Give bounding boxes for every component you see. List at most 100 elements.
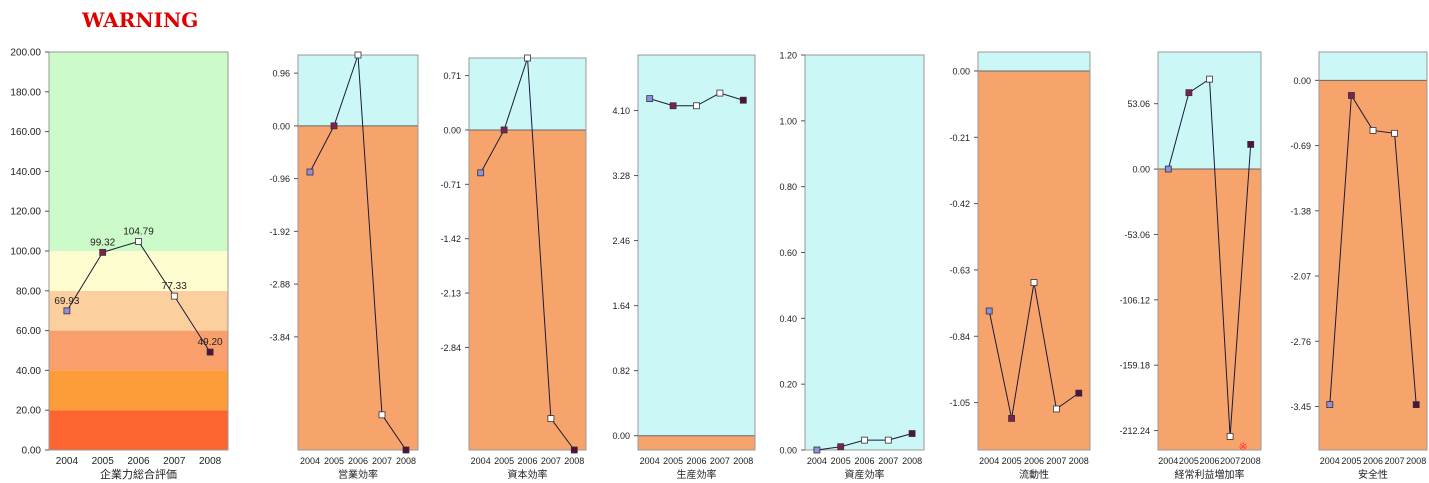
x-tick-label: 2006 [1363, 456, 1383, 466]
x-tick-label: 2004 [56, 456, 79, 467]
data-point [1226, 433, 1234, 440]
score-band [49, 410, 228, 450]
x-axis-label: 企業力総合評価 [100, 467, 177, 481]
warning-mark: ※ [1238, 441, 1247, 453]
data-label: 49.20 [198, 337, 223, 348]
x-tick-label: 2005 [494, 456, 514, 466]
danger-zone [298, 125, 418, 450]
y-tick-label: 120.00 [10, 207, 41, 218]
x-tick-label: 2007 [878, 456, 898, 466]
chart-4: 4.10 3.28 2.46 1.64 0.82 0.00 2004 2005 2006 2007… [612, 54, 756, 481]
safe-zone [638, 55, 755, 436]
y-tick-label: 0.00 [1132, 165, 1150, 175]
y-tick-label: 0.00 [612, 431, 630, 441]
y-tick-label: -2.76 [1290, 337, 1311, 347]
y-tick-label: 140.00 [10, 167, 41, 178]
y-tick-label: -0.96 [269, 174, 290, 184]
score-band [49, 370, 228, 411]
y-tick-label: 0.00 [1293, 76, 1311, 86]
score-band [49, 52, 228, 251]
data-point [1412, 401, 1420, 409]
y-tick-label: -159.18 [1119, 361, 1150, 371]
data-point [861, 436, 868, 444]
x-tick-label: 2008 [1241, 456, 1261, 466]
y-tick-label: 180.00 [10, 87, 41, 98]
safe-zone [298, 55, 418, 126]
x-tick-label: 2008 [564, 456, 584, 466]
data-point [63, 307, 71, 315]
x-tick-label: 2008 [733, 456, 753, 466]
data-point [884, 436, 892, 444]
y-tick-label: 0.60 [779, 248, 797, 258]
safe-zone [1319, 52, 1427, 81]
data-point [1369, 127, 1377, 134]
x-axis-label: 生産効率 [677, 468, 717, 481]
x-axis-label: 営業効率 [338, 468, 378, 481]
y-tick-label: 53.06 [1127, 99, 1150, 109]
data-point [547, 415, 555, 423]
data-point [908, 430, 916, 437]
data-point [985, 307, 993, 315]
data-point [1030, 279, 1038, 286]
x-tick-label: 2004 [1158, 456, 1178, 466]
data-point [813, 446, 821, 454]
y-tick-label: -3.45 [1290, 402, 1311, 412]
x-tick-label: 2006 [1024, 456, 1044, 466]
data-point [693, 102, 700, 110]
data-point [402, 446, 410, 454]
danger-zone [978, 70, 1090, 450]
data-point [330, 122, 338, 130]
data-point [1164, 165, 1172, 173]
plot-frame [977, 51, 1091, 451]
y-tick-label: 3.28 [612, 171, 630, 181]
chart-7: 53.06 0.00 -53.06 -106.12 -159.18 -212.24 2004… [1119, 51, 1262, 481]
data-point [1206, 75, 1213, 83]
data-point [646, 95, 654, 103]
danger-zone [469, 129, 586, 450]
x-tick-label: 2007 [1385, 456, 1405, 466]
x-tick-label: 2008 [199, 456, 222, 467]
y-tick-label: -0.71 [440, 180, 461, 190]
score-band [49, 330, 228, 371]
chart-3: 0.71 0.00 -0.71 -1.42 -2.13 -2.84 2004 2005 2006… [440, 54, 587, 481]
x-tick-label: 2007 [163, 456, 186, 467]
data-point [500, 126, 508, 134]
safe-zone [1158, 52, 1261, 170]
data-point [570, 446, 578, 454]
x-tick-label: 2005 [663, 456, 683, 466]
y-tick-label: 0.00 [443, 125, 461, 135]
y-tick-label: 0.00 [779, 446, 797, 456]
y-tick-label: 160.00 [10, 127, 41, 138]
y-tick-label: 2.46 [612, 236, 630, 246]
y-tick-label: 20.00 [16, 406, 41, 417]
warning-title: WARNING [82, 8, 199, 32]
x-axis-label: 資本効率 [508, 468, 548, 481]
x-tick-label: 2007 [541, 456, 561, 466]
data-point [477, 169, 485, 177]
y-tick-label: -0.21 [949, 133, 970, 143]
data-point [1008, 415, 1015, 422]
x-tick-label: 2007 [372, 456, 392, 466]
y-tick-label: -0.42 [949, 199, 970, 209]
y-tick-label: 1.64 [612, 301, 630, 311]
x-tick-label: 2006 [517, 456, 537, 466]
data-point [378, 411, 386, 419]
data-point [170, 292, 178, 300]
x-tick-label: 2007 [1046, 456, 1066, 466]
x-tick-label: 2006 [348, 456, 368, 466]
data-point [739, 96, 747, 104]
y-tick-label: -0.63 [949, 265, 970, 275]
y-tick-label: -2.84 [440, 343, 461, 353]
y-tick-label: -0.69 [1290, 141, 1311, 151]
y-tick-label: -2.07 [1290, 272, 1311, 282]
y-tick-label: 0.71 [443, 71, 461, 81]
chart-2: 0.96 0.00 -0.96 -1.92 -2.88 -3.84 2004 2005 2006… [269, 51, 419, 481]
y-tick-label: -1.38 [1290, 206, 1311, 216]
data-point [1185, 89, 1193, 97]
y-tick-label: 0.00 [22, 446, 42, 457]
x-tick-label: 2004 [471, 456, 491, 466]
y-tick-label: -106.12 [1119, 295, 1150, 305]
y-tick-label: 0.40 [779, 314, 797, 324]
y-tick-label: 200.00 [10, 48, 41, 59]
